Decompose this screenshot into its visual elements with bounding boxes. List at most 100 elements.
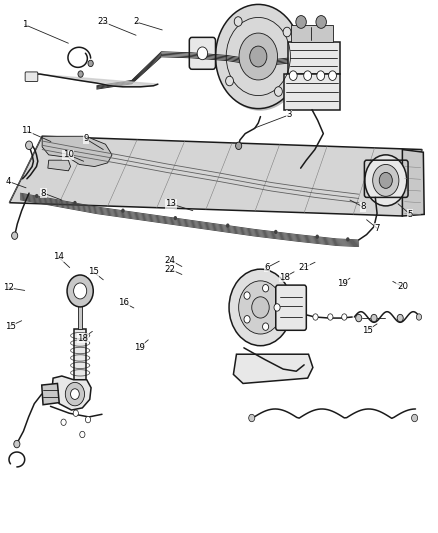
Text: 20: 20	[397, 282, 408, 291]
Bar	[78, 292, 82, 329]
Bar	[291, 25, 333, 42]
Circle shape	[296, 15, 306, 28]
Circle shape	[215, 4, 301, 109]
Circle shape	[346, 237, 350, 241]
Polygon shape	[10, 136, 422, 216]
Circle shape	[379, 172, 392, 188]
Circle shape	[173, 216, 177, 220]
FancyBboxPatch shape	[276, 285, 306, 330]
Polygon shape	[42, 136, 112, 166]
Circle shape	[121, 208, 125, 213]
Bar	[74, 329, 86, 387]
Text: 12: 12	[3, 283, 14, 292]
Text: 18: 18	[279, 273, 290, 281]
Circle shape	[80, 431, 85, 438]
Text: 5: 5	[407, 210, 413, 219]
Circle shape	[274, 230, 278, 234]
Text: 16: 16	[118, 298, 129, 307]
Text: 8: 8	[41, 189, 46, 198]
Circle shape	[417, 314, 422, 320]
Polygon shape	[403, 150, 424, 216]
Circle shape	[217, 6, 303, 111]
Polygon shape	[48, 160, 71, 171]
Circle shape	[244, 292, 250, 300]
Text: 24: 24	[165, 256, 176, 264]
Circle shape	[365, 155, 407, 206]
Circle shape	[12, 232, 18, 239]
Circle shape	[249, 414, 255, 422]
Text: 3: 3	[286, 110, 292, 119]
Text: 19: 19	[134, 343, 145, 352]
Text: 21: 21	[299, 263, 310, 272]
Circle shape	[65, 382, 85, 406]
Circle shape	[236, 142, 242, 150]
Text: 22: 22	[165, 265, 176, 273]
Text: 15: 15	[5, 321, 16, 330]
Text: 8: 8	[360, 203, 366, 212]
Text: 13: 13	[166, 199, 177, 208]
Circle shape	[328, 71, 336, 80]
Polygon shape	[52, 376, 91, 410]
Circle shape	[275, 87, 283, 96]
Text: 7: 7	[374, 224, 380, 233]
Polygon shape	[35, 74, 158, 87]
Text: 23: 23	[98, 18, 109, 27]
Circle shape	[226, 223, 230, 228]
Text: 14: 14	[53, 253, 64, 261]
Circle shape	[252, 297, 269, 318]
Circle shape	[274, 304, 280, 311]
Circle shape	[283, 27, 291, 37]
Circle shape	[316, 15, 326, 28]
Text: 11: 11	[21, 126, 32, 135]
Circle shape	[317, 71, 325, 80]
Circle shape	[73, 410, 78, 416]
Circle shape	[71, 389, 79, 399]
Circle shape	[88, 60, 93, 67]
Circle shape	[397, 314, 403, 322]
Polygon shape	[233, 354, 313, 383]
Circle shape	[371, 314, 377, 322]
Bar	[288, 42, 339, 74]
Circle shape	[244, 316, 250, 323]
Circle shape	[226, 76, 233, 86]
Bar	[284, 74, 340, 110]
Circle shape	[289, 71, 297, 80]
Circle shape	[328, 314, 333, 320]
FancyBboxPatch shape	[25, 72, 38, 82]
Circle shape	[229, 269, 292, 346]
Text: 10: 10	[63, 150, 74, 159]
Circle shape	[85, 416, 91, 423]
Circle shape	[342, 314, 347, 320]
Text: 6: 6	[264, 263, 270, 272]
Text: 15: 15	[88, 268, 99, 276]
Circle shape	[74, 283, 87, 299]
Text: 1: 1	[22, 20, 28, 29]
Circle shape	[67, 275, 93, 307]
Text: 19: 19	[337, 279, 348, 288]
Circle shape	[239, 281, 283, 334]
Circle shape	[197, 47, 208, 60]
Circle shape	[61, 419, 66, 425]
Polygon shape	[42, 383, 59, 405]
Circle shape	[234, 17, 242, 26]
FancyBboxPatch shape	[189, 37, 215, 69]
Text: 18: 18	[77, 334, 88, 343]
Text: 4: 4	[6, 177, 11, 186]
Circle shape	[304, 71, 311, 80]
Circle shape	[78, 71, 83, 77]
Circle shape	[412, 414, 418, 422]
Circle shape	[262, 285, 268, 292]
Circle shape	[315, 235, 319, 239]
Circle shape	[356, 314, 362, 322]
Circle shape	[313, 314, 318, 320]
Circle shape	[373, 165, 399, 196]
Circle shape	[239, 33, 278, 80]
Circle shape	[262, 323, 268, 330]
Circle shape	[14, 440, 20, 448]
Text: 2: 2	[133, 18, 139, 27]
Circle shape	[73, 201, 77, 205]
Text: 15: 15	[362, 326, 373, 335]
Text: 9: 9	[83, 134, 88, 143]
Circle shape	[250, 46, 267, 67]
Circle shape	[25, 141, 32, 150]
